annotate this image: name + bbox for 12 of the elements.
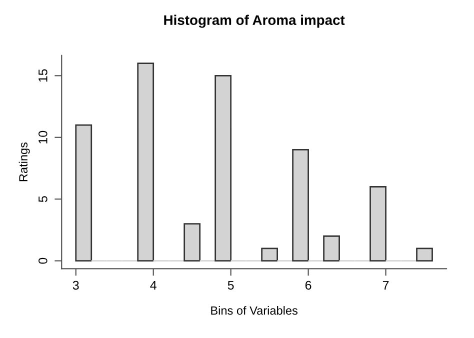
- y-tick-label: 5: [38, 196, 48, 202]
- x-tick-label: 4: [150, 280, 156, 290]
- x-tick-label: 6: [305, 280, 312, 290]
- x-tick-label: 3: [72, 280, 79, 290]
- y-tick-label: 10: [38, 130, 48, 144]
- x-tick-label: 7: [382, 280, 389, 290]
- chart-title: Histogram of Aroma impact: [164, 14, 345, 28]
- y-tick-label: 0: [38, 258, 48, 264]
- y-axis-title: Ratings: [18, 142, 30, 182]
- y-tick-label: 15: [38, 69, 48, 82]
- x-tick-label: 5: [228, 280, 234, 290]
- x-axis-title: Bins of Variables: [211, 306, 298, 315]
